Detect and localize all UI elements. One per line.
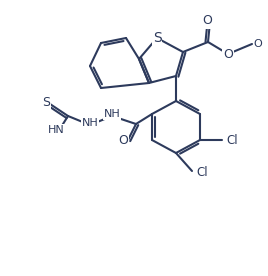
- Text: Cl: Cl: [226, 134, 238, 147]
- Text: NH: NH: [104, 109, 120, 119]
- Text: S: S: [152, 31, 161, 45]
- Text: O: O: [223, 47, 233, 60]
- Text: O: O: [202, 15, 212, 28]
- Text: S: S: [42, 95, 50, 108]
- Text: Cl: Cl: [196, 166, 208, 179]
- Text: NH: NH: [82, 118, 98, 128]
- Text: HN: HN: [48, 125, 64, 135]
- Text: O: O: [118, 134, 128, 147]
- Text: O: O: [254, 39, 262, 49]
